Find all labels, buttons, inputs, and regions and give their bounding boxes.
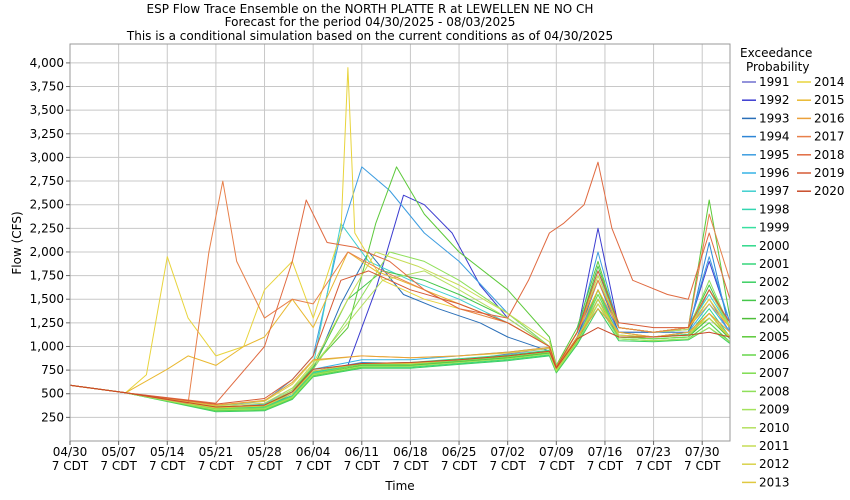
legend-entry-label: 2019 — [814, 166, 845, 180]
legend-entry-label: 2009 — [759, 403, 790, 417]
y-tick-label: 500 — [41, 387, 64, 401]
x-tick-label: 07/02 — [490, 445, 525, 459]
series-line-2018 — [69, 161, 731, 404]
legend-entry-label: 2010 — [759, 421, 790, 435]
y-tick-label: 1,500 — [30, 292, 64, 306]
x-tick-label: 06/25 — [442, 445, 477, 459]
x-tick-sublabel: 7 CDT — [246, 459, 283, 473]
legend-entry-label: 2020 — [814, 184, 845, 198]
legend-entry-label: 2016 — [814, 111, 845, 125]
legend: Exceedance Probability 1991 1992 1993 1994 1… — [740, 46, 845, 489]
y-tick-label: 1,750 — [30, 269, 64, 283]
legend-title-line-2: Probability — [746, 60, 809, 74]
legend-entry-label: 1999 — [759, 221, 790, 235]
series-line-2007 — [69, 294, 731, 410]
x-tick-sublabel: 7 CDT — [489, 459, 526, 473]
series-line-2020 — [69, 327, 731, 408]
legend-entry-label: 1998 — [759, 202, 790, 216]
legend-entry-label: 2017 — [814, 130, 845, 144]
legend-entry-label: 2002 — [759, 275, 790, 289]
legend-entry-label: 2000 — [759, 239, 790, 253]
x-tick-sublabel: 7 CDT — [587, 459, 624, 473]
legend-entry-label: 2003 — [759, 293, 790, 307]
y-tick-label: 2,750 — [30, 174, 64, 188]
x-tick-label: 05/14 — [150, 445, 185, 459]
legend-entry-label: 1991 — [759, 75, 790, 89]
x-tick-sublabel: 7 CDT — [538, 459, 575, 473]
title-line-1: ESP Flow Trace Ensemble on the NORTH PLA… — [147, 2, 594, 16]
legend-entry-label: 2005 — [759, 330, 790, 344]
y-axis-label: Flow (CFS) — [10, 211, 24, 274]
series-line-2009 — [69, 303, 731, 411]
x-tick-label: 07/16 — [588, 445, 623, 459]
y-tick-label: 1,000 — [30, 339, 64, 353]
chart-title: ESP Flow Trace Ensemble on the NORTH PLA… — [126, 2, 613, 43]
legend-entry-label: 1995 — [759, 148, 790, 162]
x-tick-label: 07/30 — [685, 445, 720, 459]
legend-title-line-1: Exceedance — [740, 46, 812, 60]
legend-entry-label: 2012 — [759, 457, 790, 471]
legend-entry-label: 1997 — [759, 184, 790, 198]
legend-entry-label: 2014 — [814, 75, 845, 89]
legend-entry-label: 1993 — [759, 111, 790, 125]
x-tick-sublabel: 7 CDT — [635, 459, 672, 473]
legend-entry-label: 1996 — [759, 166, 790, 180]
y-tick-label: 4,000 — [30, 56, 64, 70]
legend-entry-label: 1994 — [759, 130, 790, 144]
x-tick-label: 07/23 — [636, 445, 671, 459]
x-tick-sublabel: 7 CDT — [198, 459, 235, 473]
title-line-2: Forecast for the period 04/30/2025 - 08/… — [225, 15, 516, 29]
y-tick-label: 1,250 — [30, 316, 64, 330]
x-tick-sublabel: 7 CDT — [441, 459, 478, 473]
x-tick-sublabel: 7 CDT — [100, 459, 137, 473]
y-tick-label: 3,000 — [30, 150, 64, 164]
x-tick-label: 05/21 — [199, 445, 234, 459]
grid — [69, 44, 730, 441]
plot-frame — [69, 43, 731, 442]
legend-entry-label: 2018 — [814, 148, 845, 162]
legend-entry-label: 1992 — [759, 93, 790, 107]
x-tick-label: 06/04 — [296, 445, 331, 459]
x-tick-label: 06/18 — [393, 445, 428, 459]
y-tick-label: 3,750 — [30, 80, 64, 94]
x-tick-sublabel: 7 CDT — [52, 459, 89, 473]
series-line-2002 — [69, 308, 731, 413]
legend-entry-label: 2007 — [759, 366, 790, 380]
x-tick-label: 05/28 — [247, 445, 282, 459]
series-layer — [69, 67, 731, 413]
y-tick-label: 2,250 — [30, 221, 64, 235]
legend-entry-label: 2008 — [759, 384, 790, 398]
y-tick-label: 250 — [41, 410, 64, 424]
series-line-2019 — [69, 270, 731, 405]
x-tick-label: 07/09 — [539, 445, 574, 459]
y-tick-label: 3,250 — [30, 127, 64, 141]
y-tick-label: 2,500 — [30, 198, 64, 212]
y-tick-label: 2,000 — [30, 245, 64, 259]
legend-entry-label: 2001 — [759, 257, 790, 271]
x-tick-sublabel: 7 CDT — [392, 459, 429, 473]
x-tick-sublabel: 7 CDT — [344, 459, 381, 473]
x-tick-sublabel: 7 CDT — [684, 459, 721, 473]
x-tick-label: 04/30 — [53, 445, 88, 459]
legend-entry-label: 2013 — [759, 475, 790, 489]
x-tick-label: 06/11 — [344, 445, 379, 459]
x-axis-label: Time — [384, 479, 414, 493]
plot-area — [70, 44, 730, 441]
y-tick-label: 750 — [41, 363, 64, 377]
x-tick-label: 05/07 — [101, 445, 136, 459]
title-line-3: This is a conditional simulation based o… — [126, 29, 613, 43]
x-tick-sublabel: 7 CDT — [149, 459, 186, 473]
legend-entry-label: 2015 — [814, 93, 845, 107]
legend-entry-label: 2004 — [759, 312, 790, 326]
legend-entry-label: 2011 — [759, 439, 790, 453]
y-axis: 250 500 750 1,000 1,250 1,500 1,750 2,000 2,250 2… — [30, 56, 70, 424]
x-tick-sublabel: 7 CDT — [295, 459, 332, 473]
y-tick-label: 3,500 — [30, 103, 64, 117]
legend-entry-label: 2006 — [759, 348, 790, 362]
